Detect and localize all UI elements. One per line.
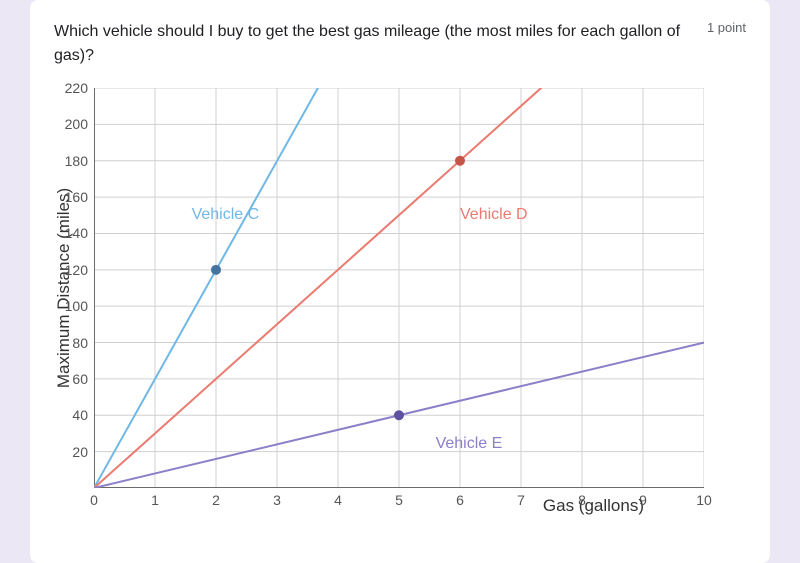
- y-tick-label: 200: [58, 116, 88, 132]
- chart-area: Maximum Distance (miles) Gas (gallons) V…: [94, 88, 704, 488]
- y-tick-label: 60: [58, 371, 88, 387]
- y-tick-label: 140: [58, 225, 88, 241]
- x-tick-label: 2: [212, 492, 220, 508]
- question-row: Which vehicle should I buy to get the be…: [54, 20, 746, 68]
- x-tick-label: 6: [456, 492, 464, 508]
- question-card: Which vehicle should I buy to get the be…: [30, 0, 770, 563]
- series-label: Vehicle D: [460, 206, 528, 224]
- x-tick-label: 9: [639, 492, 647, 508]
- series-label: Vehicle E: [436, 435, 503, 453]
- question-text: Which vehicle should I buy to get the be…: [54, 20, 687, 68]
- x-tick-label: 5: [395, 492, 403, 508]
- x-tick-label: 10: [696, 492, 712, 508]
- x-tick-label: 7: [517, 492, 525, 508]
- chart-svg: [94, 88, 704, 488]
- y-tick-label: 120: [58, 262, 88, 278]
- points-label: 1 point: [707, 20, 746, 35]
- x-tick-label: 0: [90, 492, 98, 508]
- x-tick-label: 3: [273, 492, 281, 508]
- y-axis-label: Maximum Distance (miles): [54, 188, 74, 388]
- y-tick-label: 180: [58, 153, 88, 169]
- x-tick-label: 1: [151, 492, 159, 508]
- y-tick-label: 40: [58, 407, 88, 423]
- x-tick-label: 4: [334, 492, 342, 508]
- x-axis-label: Gas (gallons): [543, 496, 644, 516]
- y-tick-label: 20: [58, 444, 88, 460]
- y-tick-label: 80: [58, 335, 88, 351]
- series-label: Vehicle C: [192, 206, 260, 224]
- y-tick-label: 100: [58, 298, 88, 314]
- x-tick-label: 8: [578, 492, 586, 508]
- y-tick-label: 160: [58, 189, 88, 205]
- y-tick-label: 220: [58, 80, 88, 96]
